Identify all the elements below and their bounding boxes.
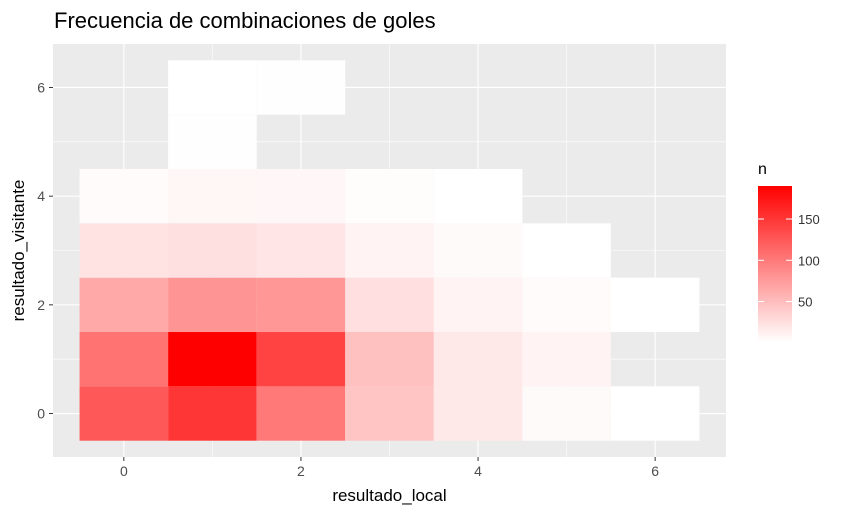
heatmap-cell <box>168 223 257 278</box>
x-tick-label: 6 <box>651 463 659 479</box>
heatmap-cell <box>256 386 346 441</box>
x-tick-label: 2 <box>297 463 305 479</box>
heatmap-cell <box>522 277 611 333</box>
heatmap-cell <box>168 277 257 333</box>
y-axis-label: resultado_visitante <box>9 180 28 322</box>
legend-title: n <box>758 161 767 178</box>
y-tick-label: 0 <box>37 406 45 422</box>
legend: n 50 100 150 <box>758 161 820 342</box>
y-tick-label: 4 <box>37 188 45 204</box>
heatmap-cell <box>345 332 434 387</box>
heatmap-cell <box>79 332 169 387</box>
heatmap-cell <box>610 277 700 333</box>
y-tick-label: 2 <box>37 297 45 313</box>
legend-tick-label: 100 <box>798 253 820 268</box>
heatmap-cell <box>433 168 523 224</box>
heatmap-cell <box>345 277 434 333</box>
heatmap-cell <box>79 168 169 224</box>
heatmap-cell <box>256 332 346 387</box>
x-axis-label: resultado_local <box>332 486 446 505</box>
heatmap-cell <box>345 168 434 224</box>
heatmap-cell <box>168 332 257 387</box>
heatmap-cells <box>79 60 700 441</box>
chart-title: Frecuencia de combinaciones de goles <box>54 8 436 33</box>
legend-colorbar <box>758 186 792 342</box>
heatmap-cell <box>168 168 257 224</box>
x-tick-label: 0 <box>120 463 128 479</box>
x-tick-label: 4 <box>474 463 482 479</box>
heatmap-cell <box>256 60 346 115</box>
heatmap-cell <box>433 277 523 333</box>
heatmap-cell <box>433 332 523 387</box>
axes: 0 2 4 6 0 2 4 6 resultado_local resultado_visitan… <box>9 79 659 505</box>
y-tick-label: 6 <box>37 79 45 95</box>
heatmap-cell <box>433 386 523 441</box>
heatmap-cell <box>168 386 257 441</box>
heatmap-cell <box>168 60 257 115</box>
heatmap-cell <box>79 386 169 441</box>
heatmap-cell <box>610 386 700 441</box>
heatmap-cell <box>79 277 169 333</box>
heatmap-cell <box>79 223 169 278</box>
heatmap-cell <box>522 386 611 441</box>
heatmap-cell <box>256 168 346 224</box>
heatmap-cell <box>433 223 523 278</box>
heatmap-cell <box>345 386 434 441</box>
legend-tick-label: 50 <box>798 295 812 310</box>
legend-tick-label: 150 <box>798 212 820 227</box>
heatmap-cell <box>256 223 346 278</box>
heatmap-cell <box>168 114 257 169</box>
heatmap-cell <box>345 223 434 278</box>
heatmap-cell <box>522 332 611 387</box>
heatmap-cell <box>522 223 611 278</box>
heatmap-cell <box>256 277 346 333</box>
